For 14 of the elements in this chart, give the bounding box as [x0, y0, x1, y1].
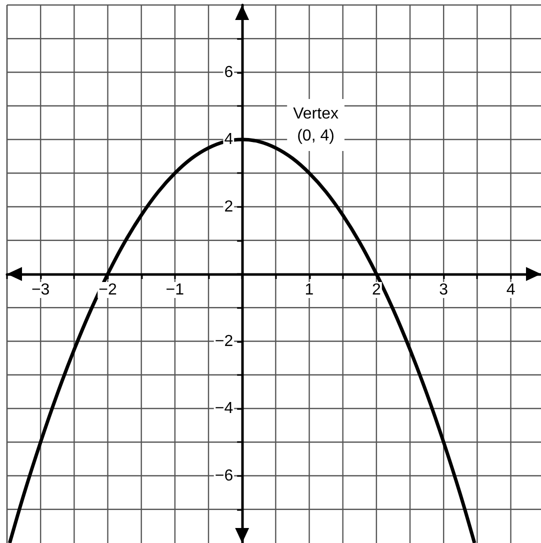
x-tick-label: −2 [98, 282, 117, 298]
x-tick-label: 4 [506, 282, 516, 298]
y-tick-label: −2 [214, 332, 234, 350]
y-tick-label: −4 [214, 400, 234, 417]
x-tick-label: −3 [31, 282, 50, 298]
x-tick-label: 3 [439, 282, 448, 298]
y-tick-label: −6 [214, 467, 234, 484]
x-tick-label: 1 [304, 282, 314, 298]
y-tick-label: 6 [224, 64, 234, 81]
y-tick-label: 4 [224, 131, 234, 148]
x-tick-label: 2 [372, 282, 381, 298]
x-tick-label: −1 [166, 282, 184, 298]
annotation: Vertex (0, 4) [293, 106, 338, 144]
y-tick-label: 2 [224, 198, 234, 216]
